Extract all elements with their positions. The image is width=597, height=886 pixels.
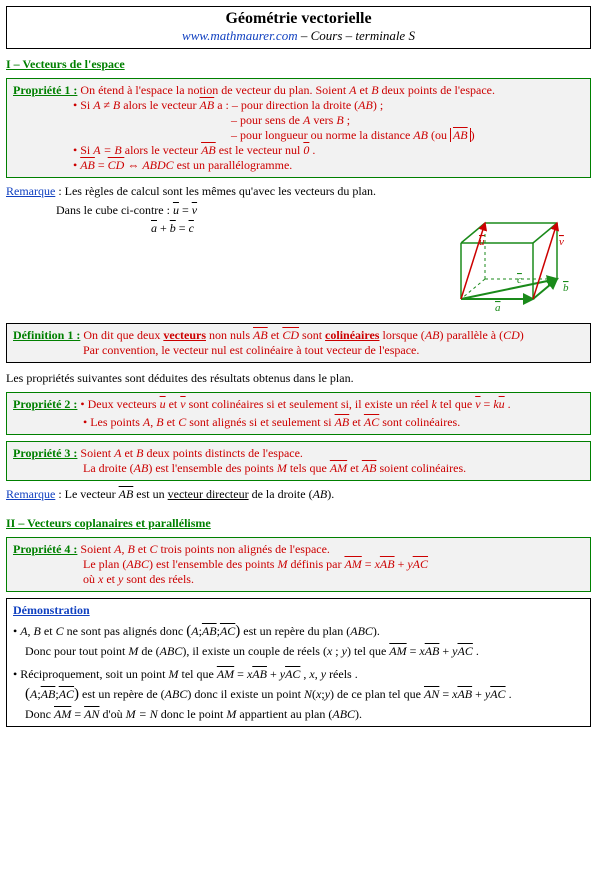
url-text: www.mathmaurer.com: [182, 28, 298, 43]
page-subtitle: www.mathmaurer.com – Cours – terminale S: [7, 28, 590, 44]
svg-text:u: u: [479, 236, 485, 248]
prop4-box: Propriété 4 : Soient A, B et C trois poi…: [6, 537, 591, 592]
svg-text:c: c: [517, 274, 522, 286]
prop1-box: Propriété 1 : On étend à l'espace la not…: [6, 78, 591, 178]
section-2-heading: II – Vecteurs coplanaires et parallélism…: [6, 516, 591, 531]
cube-diagram: u v a b c: [451, 203, 591, 313]
title-box: Géométrie vectorielle www.mathmaurer.com…: [6, 6, 591, 49]
svg-text:a: a: [495, 302, 501, 313]
demo-box: Démonstration A, B et C ne sont pas alig…: [6, 598, 591, 727]
prop1-label: Propriété 1 :: [13, 83, 77, 97]
prop3-box: Propriété 3 : Soient A et B deux points …: [6, 441, 591, 481]
svg-text:b: b: [563, 282, 569, 294]
page-title: Géométrie vectorielle: [7, 10, 590, 28]
remark-2: Remarque : Le vecteur AB est un vecteur …: [6, 487, 591, 502]
def1-box: Définition 1 : On dit que deux vecteurs …: [6, 323, 591, 363]
cube-row: Dans le cube ci-contre : u = v a + b = c: [6, 203, 591, 313]
remark-1: Remarque : Les règles de calcul sont les…: [6, 184, 591, 199]
prop2-box: Propriété 2 : Deux vecteurs u et v sont …: [6, 392, 591, 435]
svg-text:v: v: [559, 236, 564, 248]
inter-text-1: Les propriétés suivantes sont déduites d…: [6, 371, 591, 386]
section-1-heading: I – Vecteurs de l'espace: [6, 57, 591, 72]
